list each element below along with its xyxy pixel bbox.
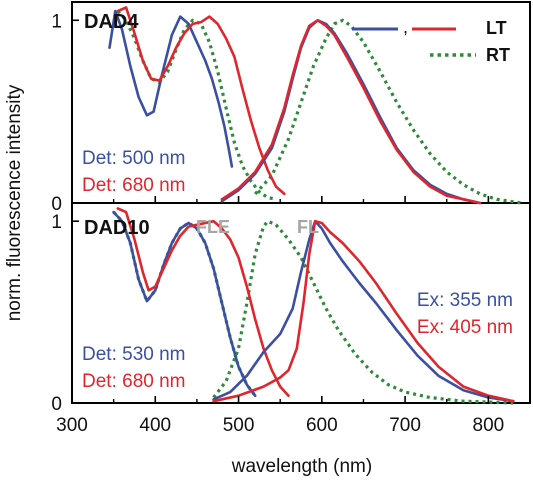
annotation-ex-355: Ex: 355 nm (417, 290, 513, 311)
series-line-p0-0 (108, 9, 234, 168)
panel-label-bottom: DAD10 (84, 217, 150, 239)
panel-label-top: DAD4 (84, 11, 139, 33)
series-line-p1-4 (212, 219, 515, 403)
legend-label-rt: RT (486, 45, 510, 65)
series-line-p1-0 (112, 210, 257, 397)
series-line-p0-3 (220, 19, 482, 205)
y-tick-label-p1-0: 0 (51, 394, 62, 415)
x-tick-label-4: 700 (389, 415, 421, 436)
x-axis-label: wavelength (nm) (231, 456, 372, 477)
annotation-fl: FL (297, 217, 319, 237)
annotation-det-680-top: Det: 680 nm (82, 175, 186, 196)
x-tick-label-3: 600 (306, 415, 338, 436)
series-line-p0-5 (254, 18, 522, 205)
series-line-p0-1 (116, 6, 286, 196)
x-tick-label-0: 300 (56, 415, 88, 436)
annotation-fle: FLE (196, 217, 230, 237)
x-tick-label-2: 500 (223, 415, 255, 436)
series-line-p0-4 (220, 19, 482, 205)
series-line-p1-5 (212, 219, 514, 405)
series-line-p1-3 (212, 219, 515, 403)
annotation-ex-405: Ex: 405 nm (417, 317, 513, 338)
legend: , LT RT (352, 17, 510, 65)
annotation-det-500: Det: 500 nm (82, 148, 186, 169)
y-tick-label-p0-0: 0 (51, 194, 62, 215)
series-line-p1-1 (116, 207, 290, 397)
y-tick-label-p0-1: 1 (51, 11, 62, 32)
x-tick-label-5: 800 (473, 415, 505, 436)
y-axis-label: norm. fluorescence intensity (4, 84, 25, 321)
curves-layer (108, 6, 522, 405)
legend-label-lt: LT (486, 18, 507, 38)
legend-separator: , (403, 17, 408, 37)
x-tick-label-1: 400 (139, 415, 171, 436)
annotation-det-530: Det: 530 nm (82, 344, 186, 365)
annotation-det-680-bottom: Det: 680 nm (82, 371, 186, 392)
y-tick-label-p1-1: 1 (51, 212, 62, 233)
panel-bottom-frame (71, 202, 531, 404)
